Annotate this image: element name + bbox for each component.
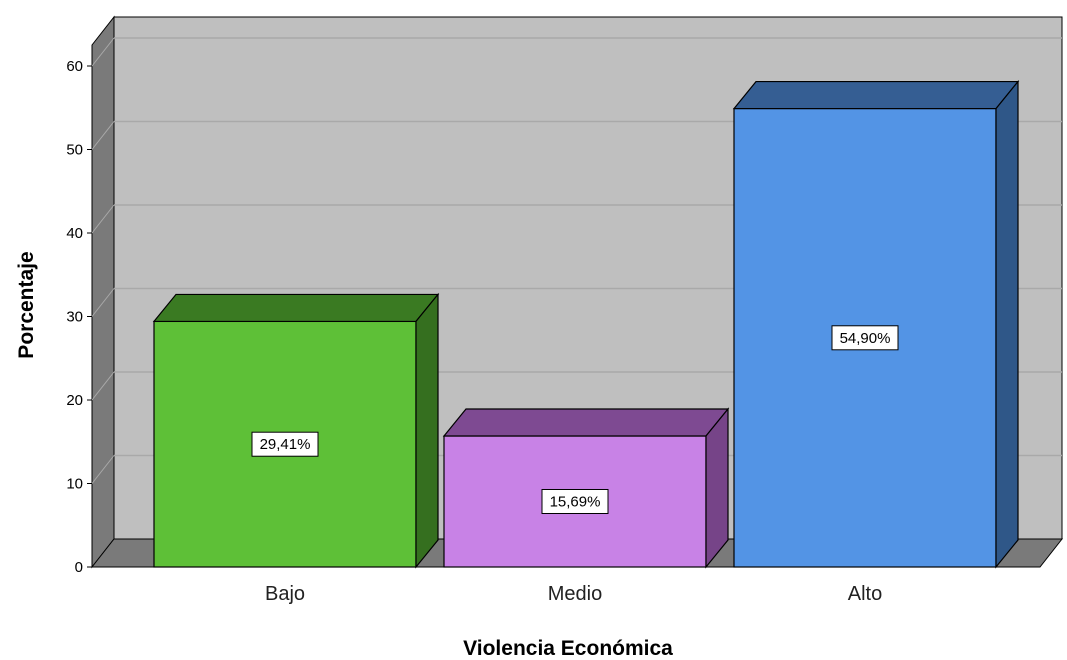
y-tick-label: 30 — [66, 309, 83, 326]
y-axis-title: Porcentaje — [15, 251, 38, 358]
x-category-label: Alto — [848, 583, 882, 605]
bar-top — [154, 294, 438, 321]
y-tick-label: 0 — [75, 559, 83, 576]
x-category-label: Medio — [548, 583, 602, 605]
bar-bajo: 29,41% — [154, 294, 438, 567]
y-tick-label: 50 — [66, 142, 83, 159]
bar-side — [706, 409, 728, 567]
y-tick-label: 40 — [66, 225, 83, 242]
data-label: 15,69% — [542, 489, 608, 513]
y-axis-ticks: 0 10 20 30 40 50 60 — [66, 58, 92, 576]
y-tick-label: 60 — [66, 58, 83, 75]
y-tick-label: 20 — [66, 392, 83, 409]
y-tick-label: 10 — [66, 476, 83, 493]
bar-top — [444, 409, 728, 436]
x-axis-labels: Bajo Medio Alto — [265, 583, 882, 605]
data-label-text: 29,41% — [260, 436, 311, 453]
data-label-text: 54,90% — [840, 330, 891, 347]
bar-medio: 15,69% — [444, 409, 728, 567]
bar-top — [734, 82, 1018, 109]
x-axis-title: Violencia Económica — [463, 637, 673, 660]
data-label: 29,41% — [252, 432, 318, 456]
bar-side — [416, 294, 438, 567]
data-label-text: 15,69% — [550, 493, 601, 510]
x-category-label: Bajo — [265, 583, 305, 605]
bar-side — [996, 82, 1018, 567]
data-label: 54,90% — [832, 326, 898, 350]
bar-alto: 54,90% — [734, 82, 1018, 567]
